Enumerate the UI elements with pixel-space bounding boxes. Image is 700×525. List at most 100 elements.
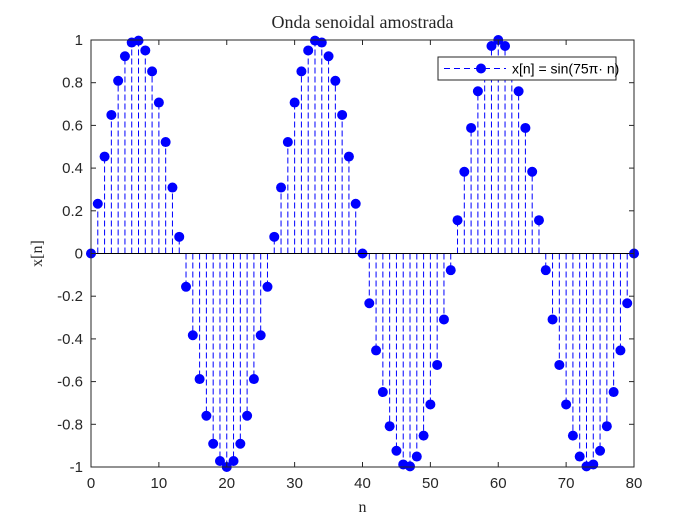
stem-marker bbox=[459, 166, 470, 177]
stem-marker bbox=[235, 438, 246, 449]
stem-marker bbox=[405, 461, 416, 472]
stem-marker bbox=[391, 445, 402, 456]
stem-marker bbox=[248, 374, 259, 385]
y-tick-label: -0.6 bbox=[57, 374, 83, 391]
stem-marker bbox=[595, 445, 606, 456]
stem-marker bbox=[384, 421, 395, 432]
stem-marker bbox=[153, 97, 164, 108]
legend-box bbox=[437, 56, 617, 81]
y-tick-label: 0.4 bbox=[62, 160, 83, 177]
chart-title: Onda senoidal amostrada bbox=[272, 12, 454, 32]
stem-marker bbox=[540, 265, 551, 276]
stem-marker bbox=[282, 137, 293, 148]
stem-marker bbox=[289, 97, 300, 108]
stem-marker bbox=[99, 151, 110, 162]
y-tick-label: 0.6 bbox=[62, 117, 83, 134]
stem-marker bbox=[588, 459, 599, 470]
stem-marker bbox=[567, 430, 578, 441]
legend-marker bbox=[476, 63, 486, 74]
stem-marker bbox=[323, 51, 334, 62]
x-tick-label: 60 bbox=[490, 475, 507, 492]
x-axis-label: n bbox=[359, 499, 367, 516]
stem-marker bbox=[330, 75, 341, 86]
stem-marker bbox=[615, 345, 626, 356]
stem-marker bbox=[316, 37, 327, 48]
stem-marker bbox=[527, 166, 538, 177]
stem-marker bbox=[303, 45, 314, 56]
stem-marker bbox=[174, 231, 185, 242]
stem-marker bbox=[187, 330, 198, 341]
stem-marker bbox=[343, 151, 354, 162]
stem-marker bbox=[472, 86, 483, 97]
stem-marker bbox=[194, 374, 205, 385]
stem-marker bbox=[214, 456, 225, 467]
y-tick-label: -0.8 bbox=[57, 416, 83, 433]
tick-labels-layer: 0 10 20 30 40 50 60 70 80 1 0.8 0.6 0.4 0.2 0 -0.2 -0.4 -… bbox=[57, 32, 642, 492]
stem-marker bbox=[276, 182, 287, 193]
stem-marker bbox=[513, 86, 524, 97]
stem-marker bbox=[533, 215, 544, 226]
stem-marker bbox=[269, 231, 280, 242]
y-tick-label: 0.2 bbox=[62, 203, 83, 220]
stem-marker bbox=[119, 51, 130, 62]
ticks-layer bbox=[90, 39, 635, 468]
stem-marker bbox=[445, 265, 456, 276]
stem-marker bbox=[296, 66, 307, 77]
legend-label: x[n] = sin(75π· n) bbox=[512, 61, 619, 77]
legend: x[n] = sin(75π· n) bbox=[437, 56, 619, 81]
y-tick-label: 1 bbox=[75, 32, 83, 49]
stem-marker bbox=[140, 45, 151, 56]
y-tick-label: -0.4 bbox=[57, 331, 83, 348]
x-tick-label: 20 bbox=[218, 475, 235, 492]
stem-marker bbox=[452, 215, 463, 226]
y-tick-label: 0.8 bbox=[62, 75, 83, 92]
stem-marker bbox=[350, 198, 361, 209]
stem-marker bbox=[255, 330, 266, 341]
stem-marker bbox=[411, 451, 422, 462]
y-tick-label: -1 bbox=[70, 459, 83, 476]
stem-marker bbox=[486, 40, 497, 51]
x-tick-label: 50 bbox=[422, 475, 439, 492]
stem-marker bbox=[337, 109, 348, 120]
stem-marker bbox=[147, 66, 158, 77]
y-tick-label: 0 bbox=[75, 246, 83, 263]
stem-marker bbox=[262, 281, 273, 292]
y-tick-label: -0.2 bbox=[57, 288, 83, 305]
stem-marker bbox=[574, 451, 585, 462]
stem-marker bbox=[418, 430, 429, 441]
stem-marker bbox=[500, 40, 511, 51]
stem-marker bbox=[520, 122, 531, 133]
stem-marker bbox=[181, 281, 192, 292]
stem-marker bbox=[364, 298, 375, 309]
stem-marker bbox=[438, 314, 449, 325]
stem-marker bbox=[425, 399, 436, 410]
stem-marker bbox=[432, 359, 443, 370]
stem-marker bbox=[113, 75, 124, 86]
stem-marker bbox=[242, 410, 253, 421]
stem-marker bbox=[601, 421, 612, 432]
stem-marker bbox=[167, 182, 178, 193]
stem-marker bbox=[561, 399, 572, 410]
stem-marker bbox=[228, 456, 239, 467]
stem-marker bbox=[160, 137, 171, 148]
stem-marker bbox=[554, 359, 565, 370]
stem-marker bbox=[466, 122, 477, 133]
stem-marker bbox=[106, 109, 117, 120]
stem-marker bbox=[92, 198, 103, 209]
y-axis-label: x[n] bbox=[29, 240, 46, 267]
x-tick-label: 30 bbox=[286, 475, 303, 492]
stem-marker bbox=[208, 438, 219, 449]
stem-marker bbox=[622, 298, 633, 309]
stem-marker bbox=[547, 314, 558, 325]
x-tick-label: 40 bbox=[354, 475, 371, 492]
stem-marker bbox=[133, 35, 144, 46]
stem-marker bbox=[608, 387, 619, 398]
x-tick-label: 70 bbox=[558, 475, 575, 492]
stem-marker bbox=[371, 345, 382, 356]
stem-marker bbox=[201, 410, 212, 421]
x-tick-label: 0 bbox=[87, 475, 95, 492]
x-tick-label: 10 bbox=[151, 475, 168, 492]
x-tick-label: 80 bbox=[626, 475, 643, 492]
stem-marker bbox=[377, 387, 388, 398]
